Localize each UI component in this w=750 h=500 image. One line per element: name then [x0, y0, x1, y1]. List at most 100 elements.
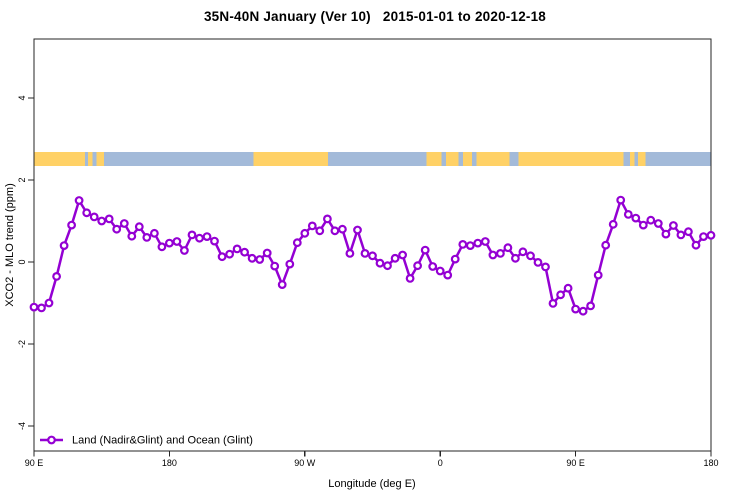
data-point-marker — [684, 227, 693, 237]
land-segment — [88, 152, 93, 167]
land-ocean-map-strip — [34, 152, 711, 167]
data-point-marker — [37, 303, 46, 313]
data-point-marker — [119, 219, 129, 228]
data-point-marker — [52, 272, 61, 281]
data-point-marker — [646, 215, 656, 225]
data-point-marker — [112, 224, 122, 234]
data-point-marker — [134, 222, 144, 232]
data-point-marker — [187, 230, 197, 240]
page-title: 35N-40N January (Ver 10) 2015-01-01 to 20… — [0, 9, 750, 24]
land-segment — [518, 152, 624, 167]
y-tick-label: 4 — [17, 95, 27, 100]
data-point-marker — [488, 250, 498, 260]
data-point-marker — [142, 232, 152, 242]
data-point-marker — [593, 270, 603, 280]
data-point-marker — [247, 253, 257, 263]
data-point-marker — [127, 231, 137, 241]
data-point-marker — [345, 248, 355, 258]
data-point-marker — [638, 220, 648, 230]
data-point-marker — [323, 214, 332, 224]
data-point-marker — [390, 253, 400, 263]
data-point-marker — [225, 249, 235, 259]
y-tick-label: 2 — [17, 177, 27, 182]
data-point-marker — [420, 245, 430, 255]
data-point-marker — [706, 230, 716, 240]
data-point-marker — [104, 214, 114, 224]
data-point-marker — [292, 238, 302, 248]
land-segment — [476, 152, 510, 167]
plot-box — [33, 38, 712, 452]
data-series — [29, 195, 716, 316]
data-point-marker — [29, 302, 39, 312]
title-region-text: 35N-40N January (Ver 10) — [203, 9, 371, 24]
x-axis-label: Longitude (deg E) — [328, 478, 415, 490]
x-tick-label: 90 W — [294, 458, 316, 468]
data-point-marker — [262, 248, 272, 258]
y-tick-label: -4 — [17, 422, 27, 430]
data-point-marker — [616, 195, 626, 205]
data-point-marker — [458, 239, 468, 249]
x-tick-label: 0 — [438, 458, 443, 468]
data-point-marker — [210, 236, 219, 246]
data-point-marker — [149, 228, 159, 238]
data-point-marker — [360, 248, 370, 258]
data-point-marker — [67, 220, 76, 230]
data-point-marker — [435, 266, 445, 276]
data-point-marker — [503, 243, 513, 253]
data-point-marker — [653, 219, 663, 228]
data-point-marker — [232, 244, 242, 254]
data-point-marker — [59, 241, 69, 251]
y-tick-label: 0 — [17, 259, 27, 264]
data-point-marker — [82, 208, 92, 218]
land-segment — [462, 152, 472, 167]
data-point-marker — [541, 262, 550, 272]
data-point-marker — [383, 261, 392, 271]
y-axis-label: XCO2 - MLO trend (ppm) — [4, 183, 16, 306]
data-point-marker — [443, 270, 453, 280]
data-point-marker — [217, 252, 227, 262]
data-point-marker — [353, 225, 362, 235]
data-point-marker — [533, 258, 543, 267]
data-point-marker — [277, 280, 287, 290]
data-point-marker — [661, 229, 671, 239]
data-point-marker — [676, 230, 686, 240]
data-point-marker — [330, 226, 340, 236]
data-point-marker — [623, 209, 633, 219]
x-tick-label: 180 — [703, 458, 718, 468]
legend-open-circle-icon — [47, 435, 56, 445]
data-point-marker — [157, 242, 167, 252]
data-point-marker — [97, 216, 107, 226]
y-axis: -4 -2 0 2 4 — [17, 95, 34, 430]
data-point-marker — [465, 241, 475, 251]
data-point-marker — [164, 238, 174, 248]
data-point-marker — [179, 246, 189, 255]
data-point-marker — [240, 247, 250, 257]
land-segment — [34, 152, 86, 167]
land-segment — [253, 152, 329, 167]
x-tick-label: 90 E — [566, 458, 585, 468]
data-point-marker — [450, 254, 460, 264]
x-tick-label: 180 — [162, 458, 177, 468]
y-tick-label: -2 — [17, 340, 27, 348]
data-point-marker — [578, 306, 588, 316]
data-point-marker — [631, 213, 641, 223]
data-point-marker — [413, 261, 423, 271]
data-point-marker — [526, 251, 535, 261]
data-point-marker — [375, 258, 385, 268]
data-point-marker — [398, 250, 408, 260]
data-point-marker — [571, 304, 580, 314]
data-point-marker — [496, 248, 505, 258]
data-point-marker — [74, 196, 84, 205]
land-segment — [426, 152, 442, 167]
data-point-marker — [300, 228, 310, 238]
legend: Land (Nadir&Glint) and Ocean (Glint) — [40, 435, 253, 447]
data-point-marker — [586, 301, 595, 311]
data-point-marker — [270, 261, 280, 271]
data-point-marker — [172, 237, 182, 246]
data-point-marker — [691, 240, 701, 250]
data-point-marker — [255, 255, 265, 264]
x-axis: 90 E 180 90 W 0 90 E 180 — [25, 451, 719, 468]
data-point-marker — [556, 290, 565, 300]
data-point-marker — [608, 219, 618, 229]
